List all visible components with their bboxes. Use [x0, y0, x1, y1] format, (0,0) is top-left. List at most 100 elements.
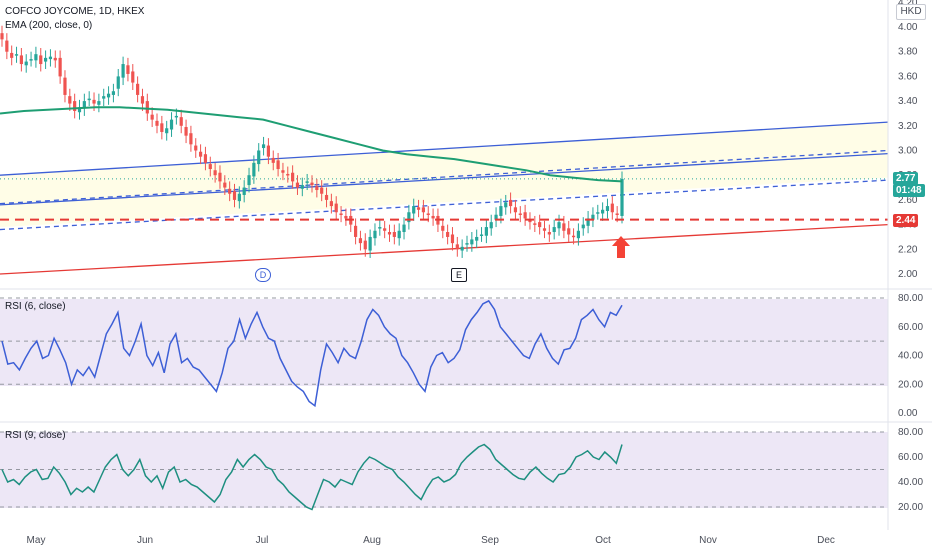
- candle-body: [5, 40, 9, 52]
- rsi6-panel-background: [0, 299, 888, 386]
- earnings-marker[interactable]: E: [451, 268, 467, 282]
- time-tick-label: Aug: [363, 535, 381, 546]
- candle-body: [97, 101, 101, 105]
- candle-body: [431, 215, 435, 219]
- candle-body: [334, 203, 338, 213]
- candle-body: [402, 224, 406, 233]
- symbol-title[interactable]: COFCO JOYCOME, 1D, HKEX: [5, 6, 145, 17]
- candle-body: [562, 223, 566, 231]
- candle-body: [407, 212, 411, 223]
- channel-line: [0, 179, 889, 231]
- candle-body: [169, 119, 174, 130]
- candle-body: [620, 178, 624, 216]
- candle-body: [208, 164, 212, 170]
- candle-body: [63, 77, 67, 95]
- rsi9-legend[interactable]: RSI (9, close): [5, 430, 66, 441]
- rsi6-legend[interactable]: RSI (6, close): [5, 301, 66, 312]
- candle-body: [295, 182, 300, 188]
- rsi9-tick-label: 60.00: [898, 452, 923, 463]
- candle-body: [102, 96, 106, 99]
- candle-body: [252, 162, 256, 177]
- candle-body: [576, 230, 581, 239]
- candle-body: [455, 244, 459, 250]
- candle-body: [0, 33, 4, 40]
- candle-body: [368, 236, 372, 251]
- rsi6-tick-label: 0.00: [898, 408, 918, 419]
- candle-body: [528, 219, 532, 223]
- candle-body: [567, 228, 571, 235]
- rsi6-tick-label: 20.00: [898, 379, 923, 390]
- candle-body: [324, 194, 329, 200]
- candle-body: [484, 227, 488, 236]
- price-tick-label: 3.00: [898, 146, 918, 157]
- candle-body: [111, 91, 116, 95]
- candle-body: [421, 207, 426, 213]
- candle-body: [126, 65, 130, 74]
- ema-legend[interactable]: EMA (200, close, 0): [5, 20, 93, 31]
- candle-body: [48, 56, 53, 60]
- candle-body: [39, 55, 43, 65]
- candle-body: [460, 246, 464, 251]
- candle-body: [179, 117, 183, 126]
- rsi9-tick-label: 20.00: [898, 502, 923, 513]
- candle-body: [87, 98, 91, 101]
- candle-body: [571, 235, 576, 238]
- candle-body: [339, 213, 343, 215]
- price-tick-label: 3.40: [898, 96, 918, 107]
- candle-body: [373, 230, 377, 239]
- candle-body: [155, 120, 159, 126]
- candle-body: [446, 232, 450, 237]
- up-arrow-icon: [612, 236, 630, 258]
- candle-body: [320, 187, 324, 194]
- time-axis[interactable]: May Jun Jul Aug Sep Oct Nov Dec: [27, 535, 835, 546]
- currency-badge[interactable]: HKD: [896, 4, 926, 20]
- candle-body: [10, 52, 14, 58]
- channel-line: [0, 149, 889, 205]
- channel-line: [0, 121, 889, 176]
- candle-body: [150, 114, 154, 120]
- candle-body: [174, 115, 178, 118]
- rsi6-tick-label: 60.00: [898, 322, 923, 333]
- candle-body: [184, 127, 188, 136]
- candle-body: [353, 225, 358, 237]
- candle-body: [82, 101, 86, 109]
- candle-body: [383, 228, 387, 231]
- candles: [0, 25, 624, 258]
- candle-body: [416, 207, 421, 210]
- price-tick-label: 2.00: [898, 269, 918, 280]
- candle-body: [412, 206, 416, 214]
- candle-body: [140, 96, 145, 104]
- candle-body: [315, 186, 319, 191]
- time-tick-label: May: [27, 535, 46, 546]
- candle-body: [194, 145, 198, 151]
- candle-body: [358, 238, 363, 244]
- candle-body: [237, 193, 241, 202]
- price-tick-label: 3.60: [898, 71, 918, 82]
- rsi9-tick-label: 40.00: [898, 477, 923, 488]
- candle-body: [557, 222, 561, 229]
- candle-body: [68, 96, 72, 104]
- candle-body: [58, 57, 62, 77]
- candle-body: [266, 145, 271, 157]
- candle-body: [160, 123, 164, 132]
- dividend-marker[interactable]: D: [255, 268, 271, 282]
- price-axis[interactable]: 4.204.003.803.603.403.203.002.802.602.40…: [898, 0, 923, 513]
- candle-body: [581, 224, 585, 229]
- candle-body: [73, 101, 77, 111]
- candle-body: [479, 234, 484, 236]
- candle-body: [465, 243, 469, 245]
- candle-body: [271, 157, 275, 163]
- candle-body: [232, 191, 237, 200]
- candle-body: [508, 199, 513, 207]
- candle-body: [92, 99, 96, 104]
- candle-body: [276, 160, 280, 170]
- last-price-tag: 2.77: [893, 172, 919, 185]
- candle-body: [218, 172, 222, 182]
- candle-body: [165, 128, 169, 134]
- support-price-tag: 2.44: [893, 214, 919, 227]
- time-tick-label: Jun: [137, 535, 153, 546]
- candle-body: [19, 55, 23, 65]
- countdown-tag: 01:48: [893, 184, 925, 197]
- time-tick-label: Dec: [817, 535, 835, 546]
